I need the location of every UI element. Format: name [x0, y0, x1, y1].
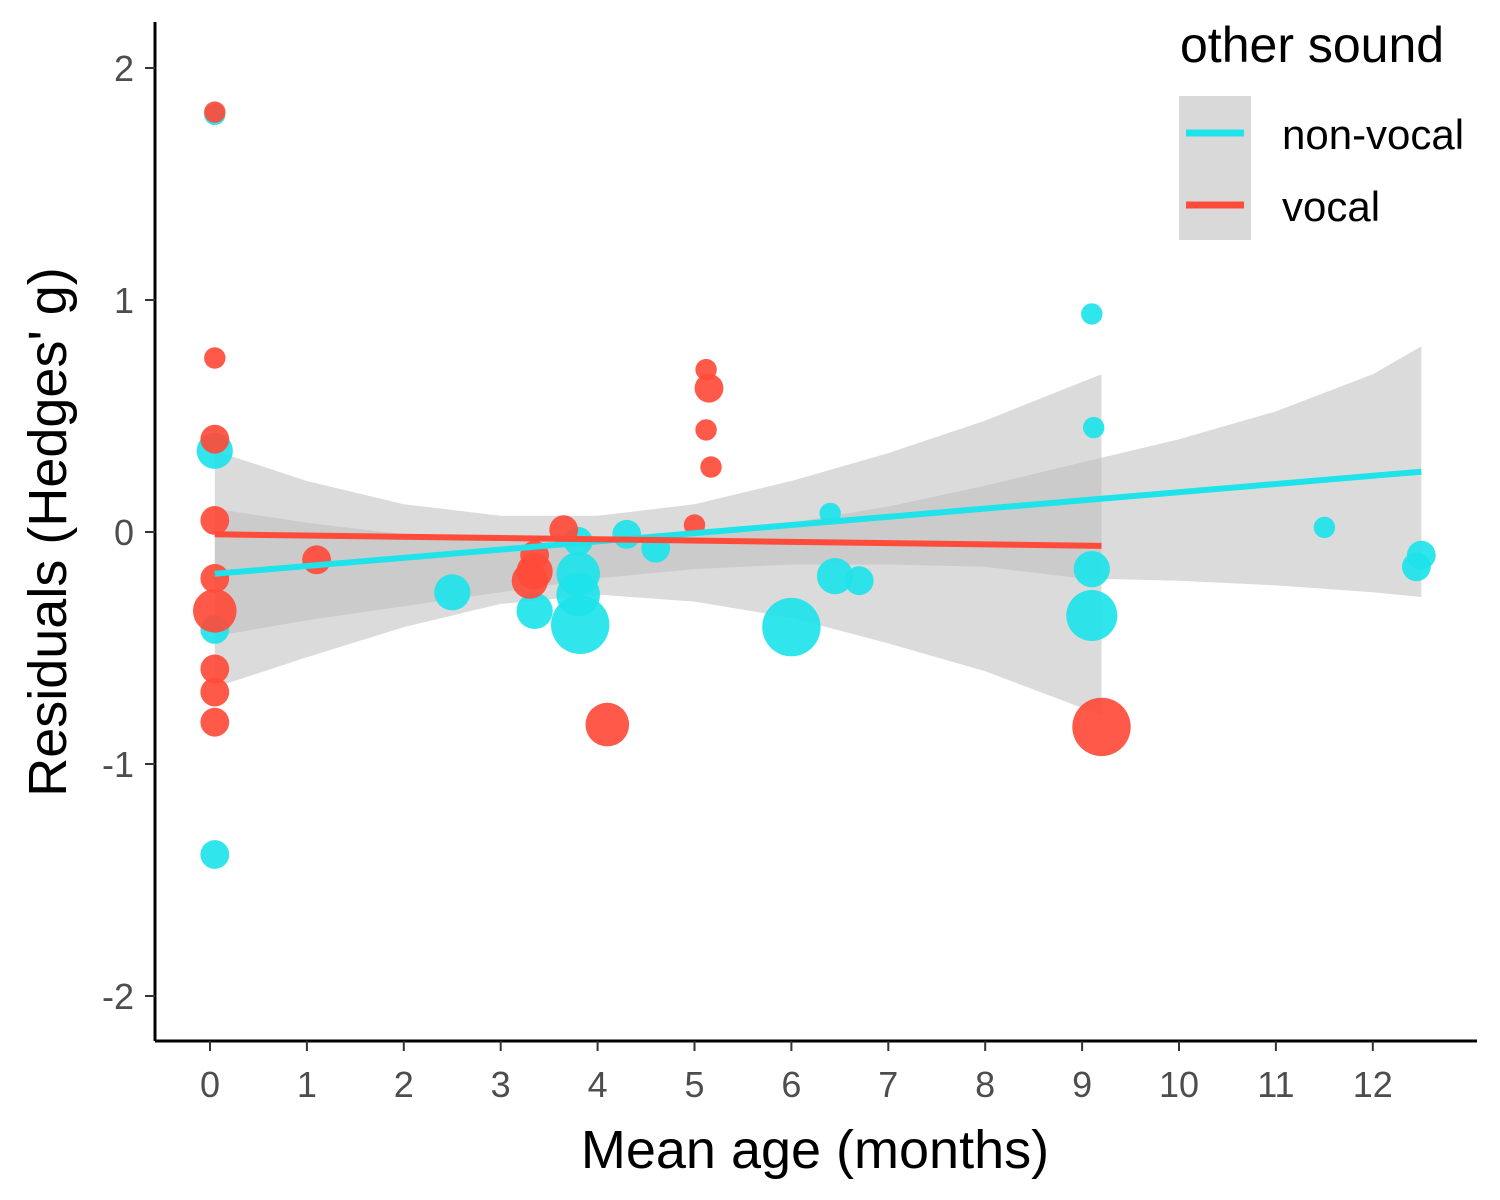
data-point-non-vocal-20	[1313, 516, 1336, 539]
data-point-non-vocal-12	[762, 597, 821, 657]
y-tick-label: 0	[114, 512, 134, 553]
data-point-non-vocal-15	[844, 566, 874, 596]
y-tick-label: 1	[114, 280, 134, 321]
legend-key-background	[1179, 96, 1251, 240]
data-point-vocal-19	[700, 456, 722, 478]
data-point-non-vocal-10	[612, 519, 642, 549]
x-tick-label: 12	[1353, 1064, 1393, 1105]
data-point-non-vocal-19	[1066, 590, 1118, 641]
data-point-vocal-0	[204, 101, 226, 123]
legend-label-non-vocal: non-vocal	[1282, 111, 1464, 158]
data-point-vocal-4	[200, 564, 230, 593]
fit-lines	[214, 468, 1422, 577]
fit-line-non-vocal	[214, 468, 1422, 577]
data-point-vocal-20	[1072, 697, 1131, 757]
data-point-vocal-1	[204, 347, 226, 369]
y-tick-label: 2	[114, 48, 134, 89]
x-tick-label: 9	[1072, 1064, 1092, 1105]
x-axis-ticks: 0 1 2 3 4 5 6 7 8 9 10 11 12	[200, 1041, 1393, 1105]
x-tick-label: 8	[975, 1064, 995, 1105]
data-point-non-vocal-16	[1081, 303, 1103, 325]
data-point-vocal-3	[200, 506, 230, 535]
x-tick-label: 7	[878, 1064, 898, 1105]
x-tick-label: 5	[684, 1064, 704, 1105]
x-tick-label: 1	[297, 1064, 317, 1105]
x-tick-label: 4	[588, 1064, 608, 1105]
data-point-vocal-18	[695, 419, 717, 441]
data-point-vocal-9	[302, 545, 331, 575]
data-point-non-vocal-17	[1083, 416, 1105, 439]
data-point-vocal-8	[200, 707, 230, 737]
data-point-vocal-7	[200, 677, 230, 707]
data-points	[193, 101, 1436, 869]
x-tick-label: 11	[1257, 1064, 1294, 1105]
data-point-vocal-17	[694, 373, 724, 403]
data-point-vocal-2	[200, 424, 230, 454]
y-axis-ticks: 2 1 0 -1 -2	[102, 48, 155, 1017]
data-point-non-vocal-3	[200, 840, 230, 869]
y-tick-label: -2	[102, 976, 134, 1017]
x-tick-label: 6	[781, 1064, 801, 1105]
legend: other sound non-vocal vocal	[1179, 17, 1464, 240]
x-tick-label: 3	[491, 1064, 511, 1105]
data-point-non-vocal-22	[1402, 552, 1431, 582]
confidence-bands	[214, 346, 1422, 716]
y-tick-label: -1	[102, 744, 134, 785]
data-point-non-vocal-4	[434, 574, 471, 611]
legend-label-vocal: vocal	[1282, 183, 1380, 230]
data-point-vocal-6	[200, 654, 230, 684]
legend-title: other sound	[1180, 17, 1444, 73]
x-tick-label: 0	[200, 1064, 220, 1105]
data-point-vocal-5	[193, 589, 237, 633]
data-point-non-vocal-18	[1073, 551, 1110, 588]
fit-line-vocal	[214, 531, 1102, 549]
data-point-vocal-14	[585, 702, 630, 747]
x-axis-title: Mean age (months)	[581, 1120, 1049, 1180]
x-tick-label: 2	[394, 1064, 414, 1105]
y-axis-title: Residuals (Hedges' g)	[18, 267, 78, 797]
data-point-non-vocal-14	[816, 558, 854, 595]
data-point-non-vocal-9	[551, 595, 610, 654]
data-point-non-vocal-5	[516, 592, 553, 630]
x-tick-label: 10	[1159, 1064, 1199, 1105]
